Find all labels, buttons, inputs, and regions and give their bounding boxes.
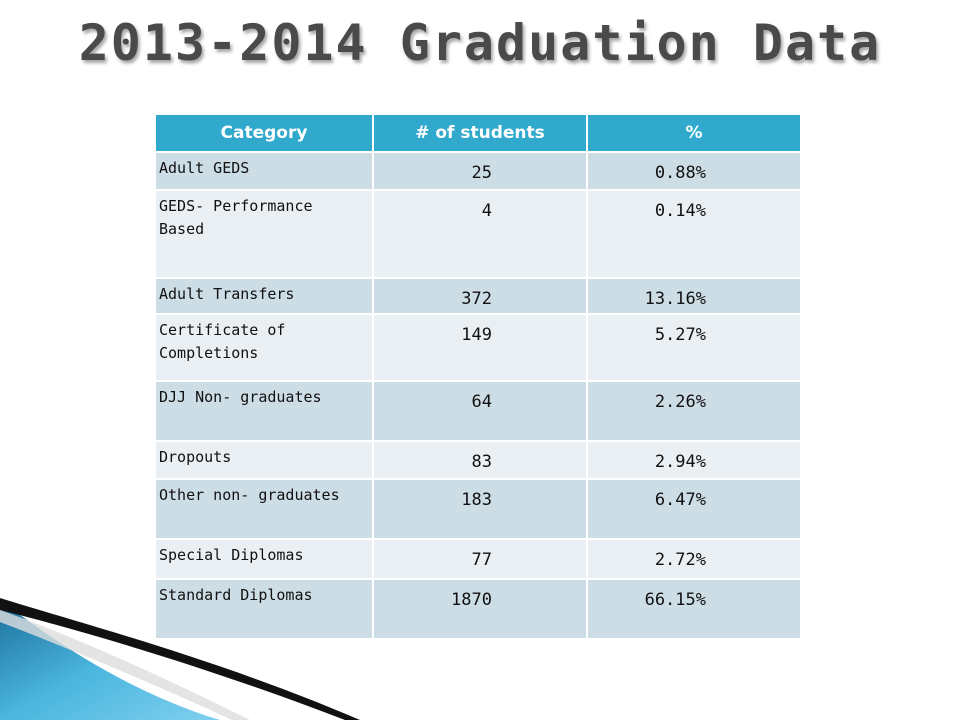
category-cell: DJJ Non- graduates bbox=[154, 380, 374, 442]
table-row: Adult GEDS 25 0.88% bbox=[154, 151, 802, 191]
percent-cell: 0.14% bbox=[586, 189, 802, 279]
table-row: Certificate of Completions 149 5.27% bbox=[154, 313, 802, 382]
percent-cell: 66.15% bbox=[586, 578, 802, 640]
category-cell: Adult GEDS bbox=[154, 151, 374, 191]
graduation-table: Category # of students % Adult GEDS 25 0… bbox=[154, 113, 802, 640]
percent-cell: 0.88% bbox=[586, 151, 802, 191]
table-row: GEDS- Performance Based 4 0.14% bbox=[154, 189, 802, 279]
percent-cell: 2.26% bbox=[586, 380, 802, 442]
swoosh-gray-stroke bbox=[0, 610, 250, 720]
category-cell: Standard Diplomas bbox=[154, 578, 374, 640]
table-row: DJJ Non- graduates 64 2.26% bbox=[154, 380, 802, 442]
students-cell: 4 bbox=[372, 189, 588, 279]
table-row: Special Diplomas 77 2.72% bbox=[154, 538, 802, 580]
students-cell: 25 bbox=[372, 151, 588, 191]
percent-cell: 2.94% bbox=[586, 440, 802, 480]
table-row: Standard Diplomas 1870 66.15% bbox=[154, 578, 802, 640]
decorative-swoosh bbox=[0, 598, 360, 720]
students-cell: 64 bbox=[372, 380, 588, 442]
students-cell: 1870 bbox=[372, 578, 588, 640]
category-cell: Other non- graduates bbox=[154, 478, 374, 540]
category-cell: Dropouts bbox=[154, 440, 374, 480]
page-title: 2013-2014 Graduation Data bbox=[78, 14, 882, 72]
percent-cell: 5.27% bbox=[586, 313, 802, 382]
table-row: Other non- graduates 183 6.47% bbox=[154, 478, 802, 540]
students-cell: 77 bbox=[372, 538, 588, 580]
percent-cell: 6.47% bbox=[586, 478, 802, 540]
percent-cell: 13.16% bbox=[586, 277, 802, 315]
swoosh-black-stroke bbox=[0, 598, 360, 720]
header-category: Category bbox=[154, 113, 374, 153]
students-cell: 372 bbox=[372, 277, 588, 315]
category-cell: Adult Transfers bbox=[154, 277, 374, 315]
students-cell: 83 bbox=[372, 440, 588, 480]
table-row: Dropouts 83 2.94% bbox=[154, 440, 802, 480]
students-cell: 183 bbox=[372, 478, 588, 540]
students-cell: 149 bbox=[372, 313, 588, 382]
percent-cell: 2.72% bbox=[586, 538, 802, 580]
swoosh-blue-fill bbox=[0, 600, 220, 720]
table-row: Adult Transfers 372 13.16% bbox=[154, 277, 802, 315]
header-students: # of students bbox=[372, 113, 588, 153]
header-percent: % bbox=[586, 113, 802, 153]
category-cell: Certificate of Completions bbox=[154, 313, 374, 382]
table-header-row: Category # of students % bbox=[154, 113, 802, 153]
category-cell: GEDS- Performance Based bbox=[154, 189, 374, 279]
category-cell: Special Diplomas bbox=[154, 538, 374, 580]
